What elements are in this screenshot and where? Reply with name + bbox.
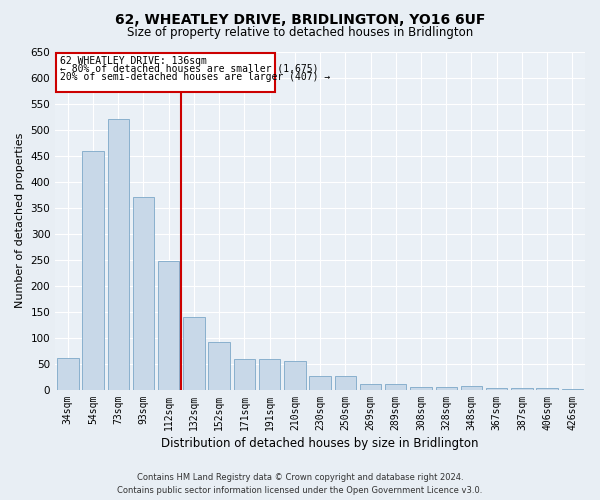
Bar: [158, 261, 179, 390]
Bar: [562, 389, 583, 390]
Bar: [57, 358, 79, 390]
Bar: [284, 362, 305, 390]
Bar: [259, 358, 280, 390]
Bar: [133, 198, 154, 390]
Bar: [486, 388, 508, 390]
Bar: [410, 387, 432, 390]
Bar: [511, 388, 533, 390]
Y-axis label: Number of detached properties: Number of detached properties: [15, 133, 25, 308]
Text: 62 WHEATLEY DRIVE: 136sqm: 62 WHEATLEY DRIVE: 136sqm: [60, 56, 207, 66]
Bar: [385, 384, 406, 390]
Bar: [436, 387, 457, 390]
FancyBboxPatch shape: [56, 52, 275, 92]
X-axis label: Distribution of detached houses by size in Bridlington: Distribution of detached houses by size …: [161, 437, 479, 450]
Text: ← 80% of detached houses are smaller (1,675): ← 80% of detached houses are smaller (1,…: [60, 64, 319, 74]
Bar: [183, 317, 205, 390]
Bar: [536, 388, 558, 390]
Bar: [310, 376, 331, 390]
Text: Contains HM Land Registry data © Crown copyright and database right 2024.
Contai: Contains HM Land Registry data © Crown c…: [118, 474, 482, 495]
Text: 62, WHEATLEY DRIVE, BRIDLINGTON, YO16 6UF: 62, WHEATLEY DRIVE, BRIDLINGTON, YO16 6U…: [115, 12, 485, 26]
Bar: [335, 376, 356, 390]
Bar: [461, 386, 482, 390]
Bar: [82, 152, 104, 390]
Text: Size of property relative to detached houses in Bridlington: Size of property relative to detached ho…: [127, 26, 473, 39]
Text: 20% of semi-detached houses are larger (407) →: 20% of semi-detached houses are larger (…: [60, 72, 331, 82]
Bar: [233, 358, 255, 390]
Bar: [208, 342, 230, 390]
Bar: [360, 384, 381, 390]
Bar: [107, 119, 129, 390]
